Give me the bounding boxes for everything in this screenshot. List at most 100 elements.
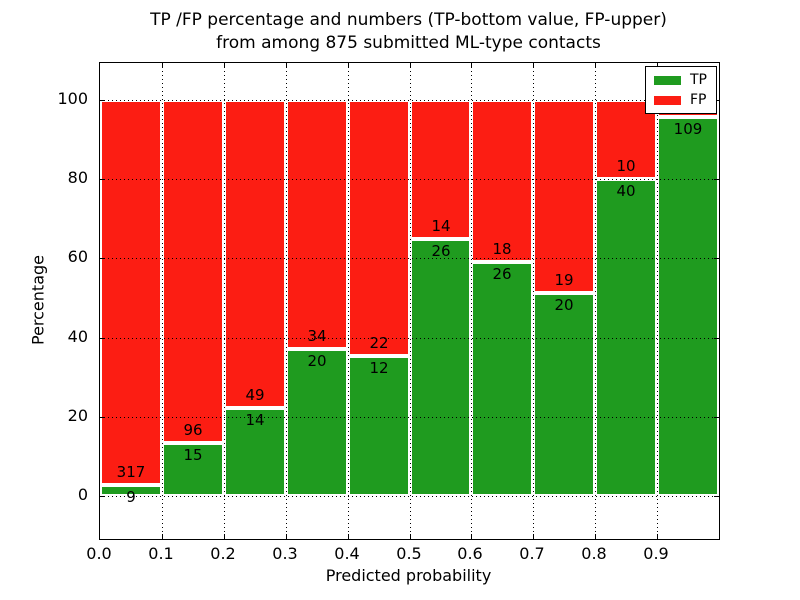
x-tick-top-6 <box>471 63 472 68</box>
bar-label-tp-9: 109 <box>673 120 703 138</box>
bar-segment-tp-9 <box>657 117 719 496</box>
x-tick-label-0: 0.0 <box>86 544 112 563</box>
bar-label-tp-8: 40 <box>616 182 636 200</box>
gridline-v-5 <box>410 63 411 539</box>
bar-segment-tp-3 <box>286 349 348 496</box>
bar-segment-fp-6 <box>471 100 533 262</box>
x-tick-bottom-8 <box>595 534 596 539</box>
gridline-v-3 <box>286 63 287 539</box>
bar-label-fp-4: 22 <box>369 334 389 352</box>
bar-label-fp-5: 14 <box>431 217 451 235</box>
bar-label-tp-0: 9 <box>126 488 136 506</box>
x-tick-top-1 <box>162 63 163 68</box>
bar-label-tp-5: 26 <box>431 242 451 260</box>
y-tick-right-0 <box>714 496 719 497</box>
x-tick-top-7 <box>533 63 534 68</box>
bar-segment-fp-0 <box>100 100 162 485</box>
bar-segment-fp-5 <box>410 100 471 239</box>
gridline-v-4 <box>348 63 349 539</box>
bar-label-tp-3: 20 <box>307 352 327 370</box>
gridline-v-1 <box>162 63 163 539</box>
x-tick-label-1: 0.1 <box>148 544 174 563</box>
gridline-h-20 <box>100 417 719 418</box>
bar-label-fp-3: 34 <box>307 327 327 345</box>
y-tick-left-100 <box>100 100 105 101</box>
x-tick-bottom-3 <box>286 534 287 539</box>
x-tick-bottom-9 <box>657 534 658 539</box>
x-tick-label-9: 0.9 <box>643 544 669 563</box>
legend-swatch-tp-icon <box>654 75 681 85</box>
x-tick-top-3 <box>286 63 287 68</box>
y-tick-label-5: 100 <box>57 89 88 108</box>
x-tick-bottom-2 <box>224 534 225 539</box>
y-tick-left-20 <box>100 417 105 418</box>
bar-segment-tp-4 <box>348 356 410 496</box>
y-tick-left-60 <box>100 258 105 259</box>
bar-label-tp-2: 14 <box>245 411 265 429</box>
gridline-h-80 <box>100 179 719 180</box>
gridline-v-6 <box>471 63 472 539</box>
legend-label-fp: FP <box>690 92 707 108</box>
chart-title-line-2: from among 875 submitted ML-type contact… <box>216 33 601 53</box>
legend-item-tp: TP <box>654 73 707 87</box>
x-tick-label-6: 0.6 <box>457 544 483 563</box>
bar-segment-fp-2 <box>224 100 286 408</box>
x-tick-label-7: 0.7 <box>519 544 545 563</box>
x-tick-label-5: 0.5 <box>396 544 422 563</box>
bar-segment-tp-5 <box>410 239 471 496</box>
gridline-v-9 <box>657 63 658 539</box>
bar-label-tp-7: 20 <box>554 296 574 314</box>
y-tick-right-20 <box>714 417 719 418</box>
bar-label-tp-1: 15 <box>183 446 203 464</box>
x-tick-bottom-4 <box>348 534 349 539</box>
y-tick-right-40 <box>714 338 719 339</box>
bar-segment-fp-3 <box>286 100 348 349</box>
y-tick-label-4: 80 <box>67 168 88 187</box>
bar-label-fp-8: 10 <box>616 157 636 175</box>
x-tick-label-8: 0.8 <box>581 544 607 563</box>
gridline-v-8 <box>595 63 596 539</box>
bar-label-fp-0: 317 <box>116 463 146 481</box>
x-tick-top-5 <box>410 63 411 68</box>
bar-segment-fp-7 <box>533 100 595 293</box>
x-axis-label: Predicted probability <box>325 566 492 585</box>
y-tick-label-0: 0 <box>77 485 88 504</box>
x-tick-bottom-1 <box>162 534 163 539</box>
bar-label-fp-2: 49 <box>245 386 265 404</box>
bar-segment-tp-6 <box>471 262 533 496</box>
legend: TP FP <box>645 66 717 114</box>
bar-segment-tp-2 <box>224 408 286 496</box>
y-tick-label-1: 20 <box>67 406 88 425</box>
x-tick-top-4 <box>348 63 349 68</box>
y-tick-left-80 <box>100 179 105 180</box>
x-tick-label-2: 0.2 <box>210 544 236 563</box>
bar-label-fp-6: 18 <box>492 240 512 258</box>
gridline-h-40 <box>100 338 719 339</box>
plot-area: 317 9 96 15 49 14 34 20 22 12 14 26 18 26 19 20 10 40 109 <box>99 62 720 540</box>
y-tick-left-0 <box>100 496 105 497</box>
x-tick-top-8 <box>595 63 596 68</box>
y-tick-left-40 <box>100 338 105 339</box>
bar-segment-fp-4 <box>348 100 410 356</box>
y-tick-right-80 <box>714 179 719 180</box>
chart-title: TP /FP percentage and numbers (TP-bottom… <box>99 9 718 55</box>
x-tick-top-2 <box>224 63 225 68</box>
gridline-h-100 <box>100 100 719 101</box>
y-tick-label-3: 60 <box>67 247 88 266</box>
legend-swatch-fp-icon <box>654 95 681 105</box>
y-tick-right-60 <box>714 258 719 259</box>
chart-title-line-1: TP /FP percentage and numbers (TP-bottom… <box>150 10 667 30</box>
bar-segment-tp-1 <box>162 443 224 496</box>
bar-label-fp-1: 96 <box>183 421 203 439</box>
gridline-h-0 <box>100 496 719 497</box>
bar-segment-tp-0 <box>100 485 162 496</box>
x-tick-label-3: 0.3 <box>272 544 298 563</box>
x-tick-bottom-5 <box>410 534 411 539</box>
gridline-h-60 <box>100 258 719 259</box>
bar-label-fp-7: 19 <box>554 271 574 289</box>
bar-segment-fp-1 <box>162 100 224 443</box>
legend-label-tp: TP <box>690 72 707 88</box>
x-tick-top-9 <box>657 63 658 68</box>
legend-item-fp: FP <box>654 93 707 107</box>
